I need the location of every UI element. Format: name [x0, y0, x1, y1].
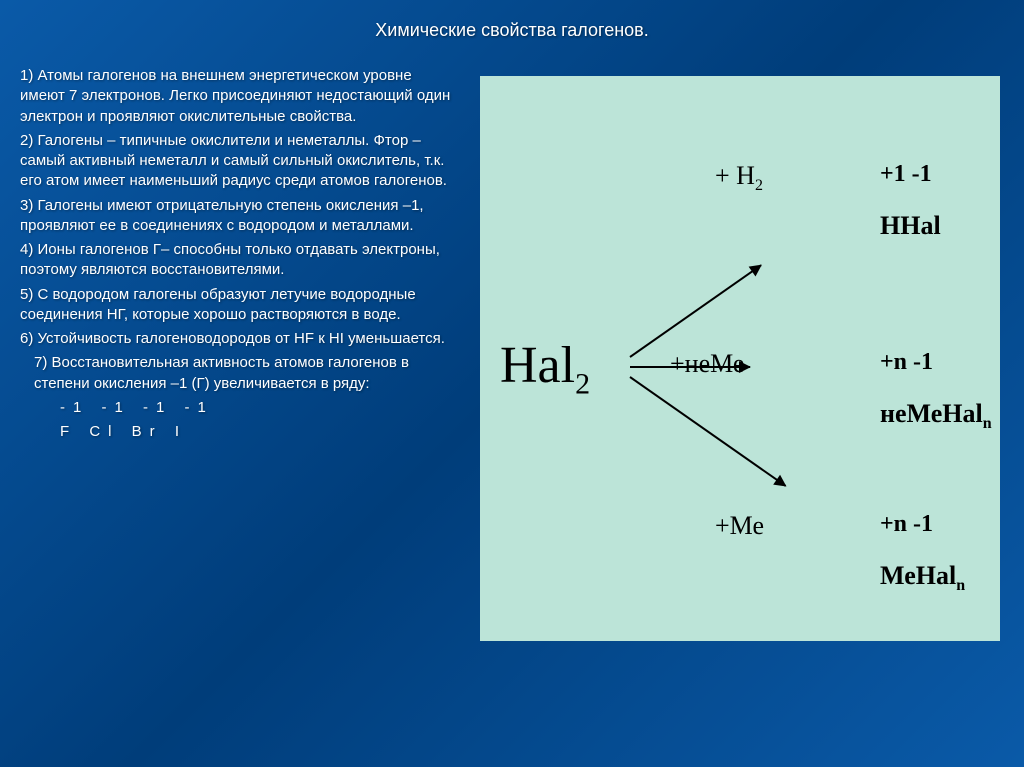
formula-3: МеHaln	[880, 561, 965, 595]
text-column: 1) Атомы галогенов на внешнем энергетиче…	[20, 66, 460, 641]
reagent-3: +Ме	[715, 511, 764, 541]
reagent-1: + H2	[715, 161, 763, 195]
slide-title: Химические свойства галогенов.	[0, 0, 1024, 41]
formula-1: HHal	[880, 211, 941, 245]
paragraph-4: 4) Ионы галогенов Г– способны только отд…	[20, 240, 460, 281]
oxidation-row: -1 -1 -1 -1	[20, 398, 460, 418]
arrow-down-icon	[629, 376, 786, 487]
element-row: F Cl Br I	[20, 422, 460, 442]
arrow-up-icon	[629, 264, 761, 357]
paragraph-1: 1) Атомы галогенов на внешнем энергетиче…	[20, 66, 460, 127]
hal2-label: Hal2	[500, 336, 590, 401]
paragraph-6: 6) Устойчивость галогеноводородов от HF …	[20, 329, 460, 349]
formula-2: неМеHaln	[880, 399, 992, 433]
content-area: 1) Атомы галогенов на внешнем энергетиче…	[0, 41, 1024, 661]
paragraph-5: 5) С водородом галогены образуют летучие…	[20, 285, 460, 326]
paragraph-7: 7) Восстановительная активность атомов г…	[20, 353, 460, 394]
reagent-2: +неМе	[670, 349, 744, 379]
oxidation-1: +1 -1	[880, 161, 932, 188]
paragraph-3: 3) Галогены имеют отрицательную степень …	[20, 196, 460, 237]
oxidation-3: +n -1	[880, 511, 933, 538]
oxidation-2: +n -1	[880, 349, 933, 376]
reaction-diagram: Hal2 + H2 +1 -1 HHal +неМе +n -1 неМеHal…	[480, 76, 1000, 641]
paragraph-2: 2) Галогены – типичные окислители и неме…	[20, 131, 460, 192]
